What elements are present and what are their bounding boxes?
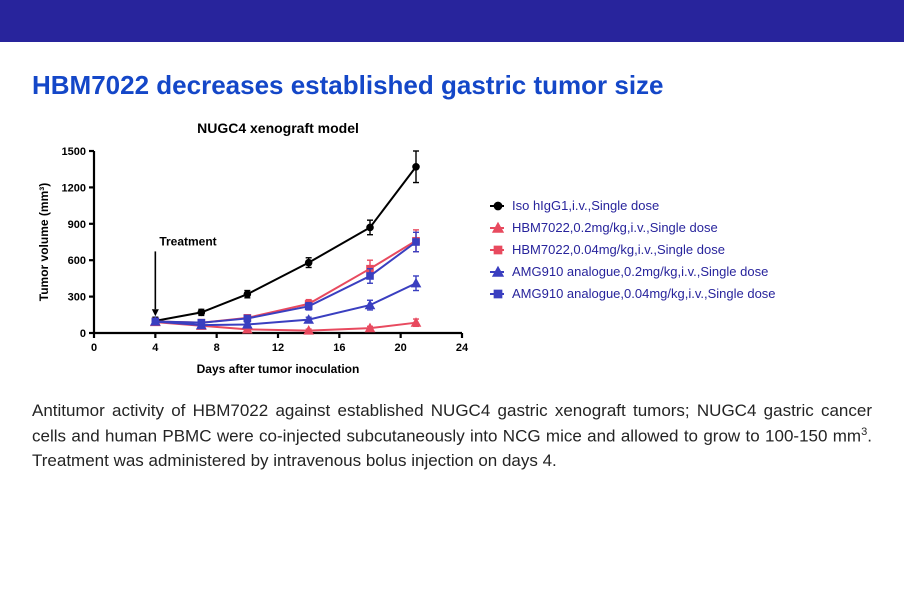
svg-text:0: 0	[91, 342, 97, 354]
legend-item: AMG910 analogue,0.2mg/kg,i.v.,Single dos…	[490, 264, 776, 279]
legend-marker-icon	[490, 286, 504, 300]
top-bar	[0, 0, 904, 42]
svg-text:Treatment: Treatment	[159, 234, 216, 248]
svg-text:600: 600	[68, 255, 86, 267]
svg-text:Tumor volume (mm³): Tumor volume (mm³)	[37, 183, 51, 301]
legend-label: AMG910 analogue,0.04mg/kg,i.v.,Single do…	[512, 286, 776, 301]
svg-text:300: 300	[68, 292, 86, 304]
legend-item: AMG910 analogue,0.04mg/kg,i.v.,Single do…	[490, 286, 776, 301]
svg-text:NUGC4 xenograft model: NUGC4 xenograft model	[197, 120, 359, 136]
tumor-volume-chart: NUGC4 xenograft model 0 300 600 900 1200 1500 0…	[32, 119, 472, 379]
svg-text:24: 24	[456, 342, 469, 354]
caption-text: Antitumor activity of HBM7022 against es…	[32, 399, 872, 474]
legend-item: HBM7022,0.2mg/kg,i.v.,Single dose	[490, 220, 776, 235]
legend-label: AMG910 analogue,0.2mg/kg,i.v.,Single dos…	[512, 264, 768, 279]
legend-label: HBM7022,0.2mg/kg,i.v.,Single dose	[512, 220, 718, 235]
legend-marker-icon	[490, 220, 504, 234]
svg-text:20: 20	[395, 342, 407, 354]
svg-text:0: 0	[80, 328, 86, 340]
chart-row: NUGC4 xenograft model 0 300 600 900 1200 1500 0…	[32, 119, 872, 379]
svg-text:1500: 1500	[62, 146, 86, 158]
legend-marker-icon	[490, 242, 504, 256]
page-title: HBM7022 decreases established gastric tu…	[32, 70, 872, 101]
content: HBM7022 decreases established gastric tu…	[0, 42, 904, 474]
legend-label: Iso hIgG1,i.v.,Single dose	[512, 198, 659, 213]
svg-text:8: 8	[214, 342, 220, 354]
svg-text:4: 4	[152, 342, 159, 354]
legend-marker-icon	[490, 264, 504, 278]
legend-item: HBM7022,0.04mg/kg,i.v.,Single dose	[490, 242, 776, 257]
legend-marker-icon	[490, 198, 504, 212]
svg-text:16: 16	[333, 342, 345, 354]
chart-legend: Iso hIgG1,i.v.,Single dose HBM7022,0.2mg/…	[490, 191, 776, 308]
legend-label: HBM7022,0.04mg/kg,i.v.,Single dose	[512, 242, 725, 257]
svg-text:1200: 1200	[62, 182, 86, 194]
svg-text:900: 900	[68, 219, 86, 231]
svg-text:Days after tumor inoculation: Days after tumor inoculation	[197, 362, 360, 376]
legend-item: Iso hIgG1,i.v.,Single dose	[490, 198, 776, 213]
svg-text:12: 12	[272, 342, 284, 354]
